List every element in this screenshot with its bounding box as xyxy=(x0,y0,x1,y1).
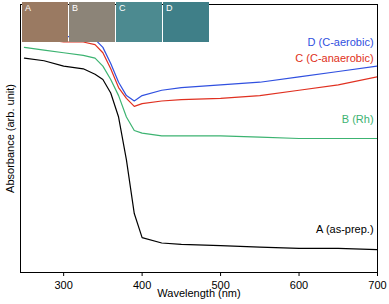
svg-text:B (Rh): B (Rh) xyxy=(342,113,374,125)
html-text:B: B xyxy=(72,3,78,13)
svg-text:A (as-prep.): A (as-prep.) xyxy=(316,223,373,235)
svg-text:700: 700 xyxy=(368,279,386,291)
svg-text:C (C-anaerobic): C (C-anaerobic) xyxy=(295,52,373,64)
svg-text:600: 600 xyxy=(290,279,308,291)
svg-text:400: 400 xyxy=(133,279,151,291)
svg-text:300: 300 xyxy=(54,279,72,291)
svg-text:500: 500 xyxy=(211,279,230,292)
html-text:D: D xyxy=(166,3,173,13)
svg-text:Wavelength (nm): Wavelength (nm) xyxy=(157,287,240,299)
svg-text:D (C-aerobic): D (C-aerobic) xyxy=(308,36,374,48)
html-text:C: C xyxy=(119,3,126,13)
svg-text:Absorbance (arb. unit): Absorbance (arb. unit) xyxy=(4,84,16,193)
html-text:A: A xyxy=(25,3,31,13)
